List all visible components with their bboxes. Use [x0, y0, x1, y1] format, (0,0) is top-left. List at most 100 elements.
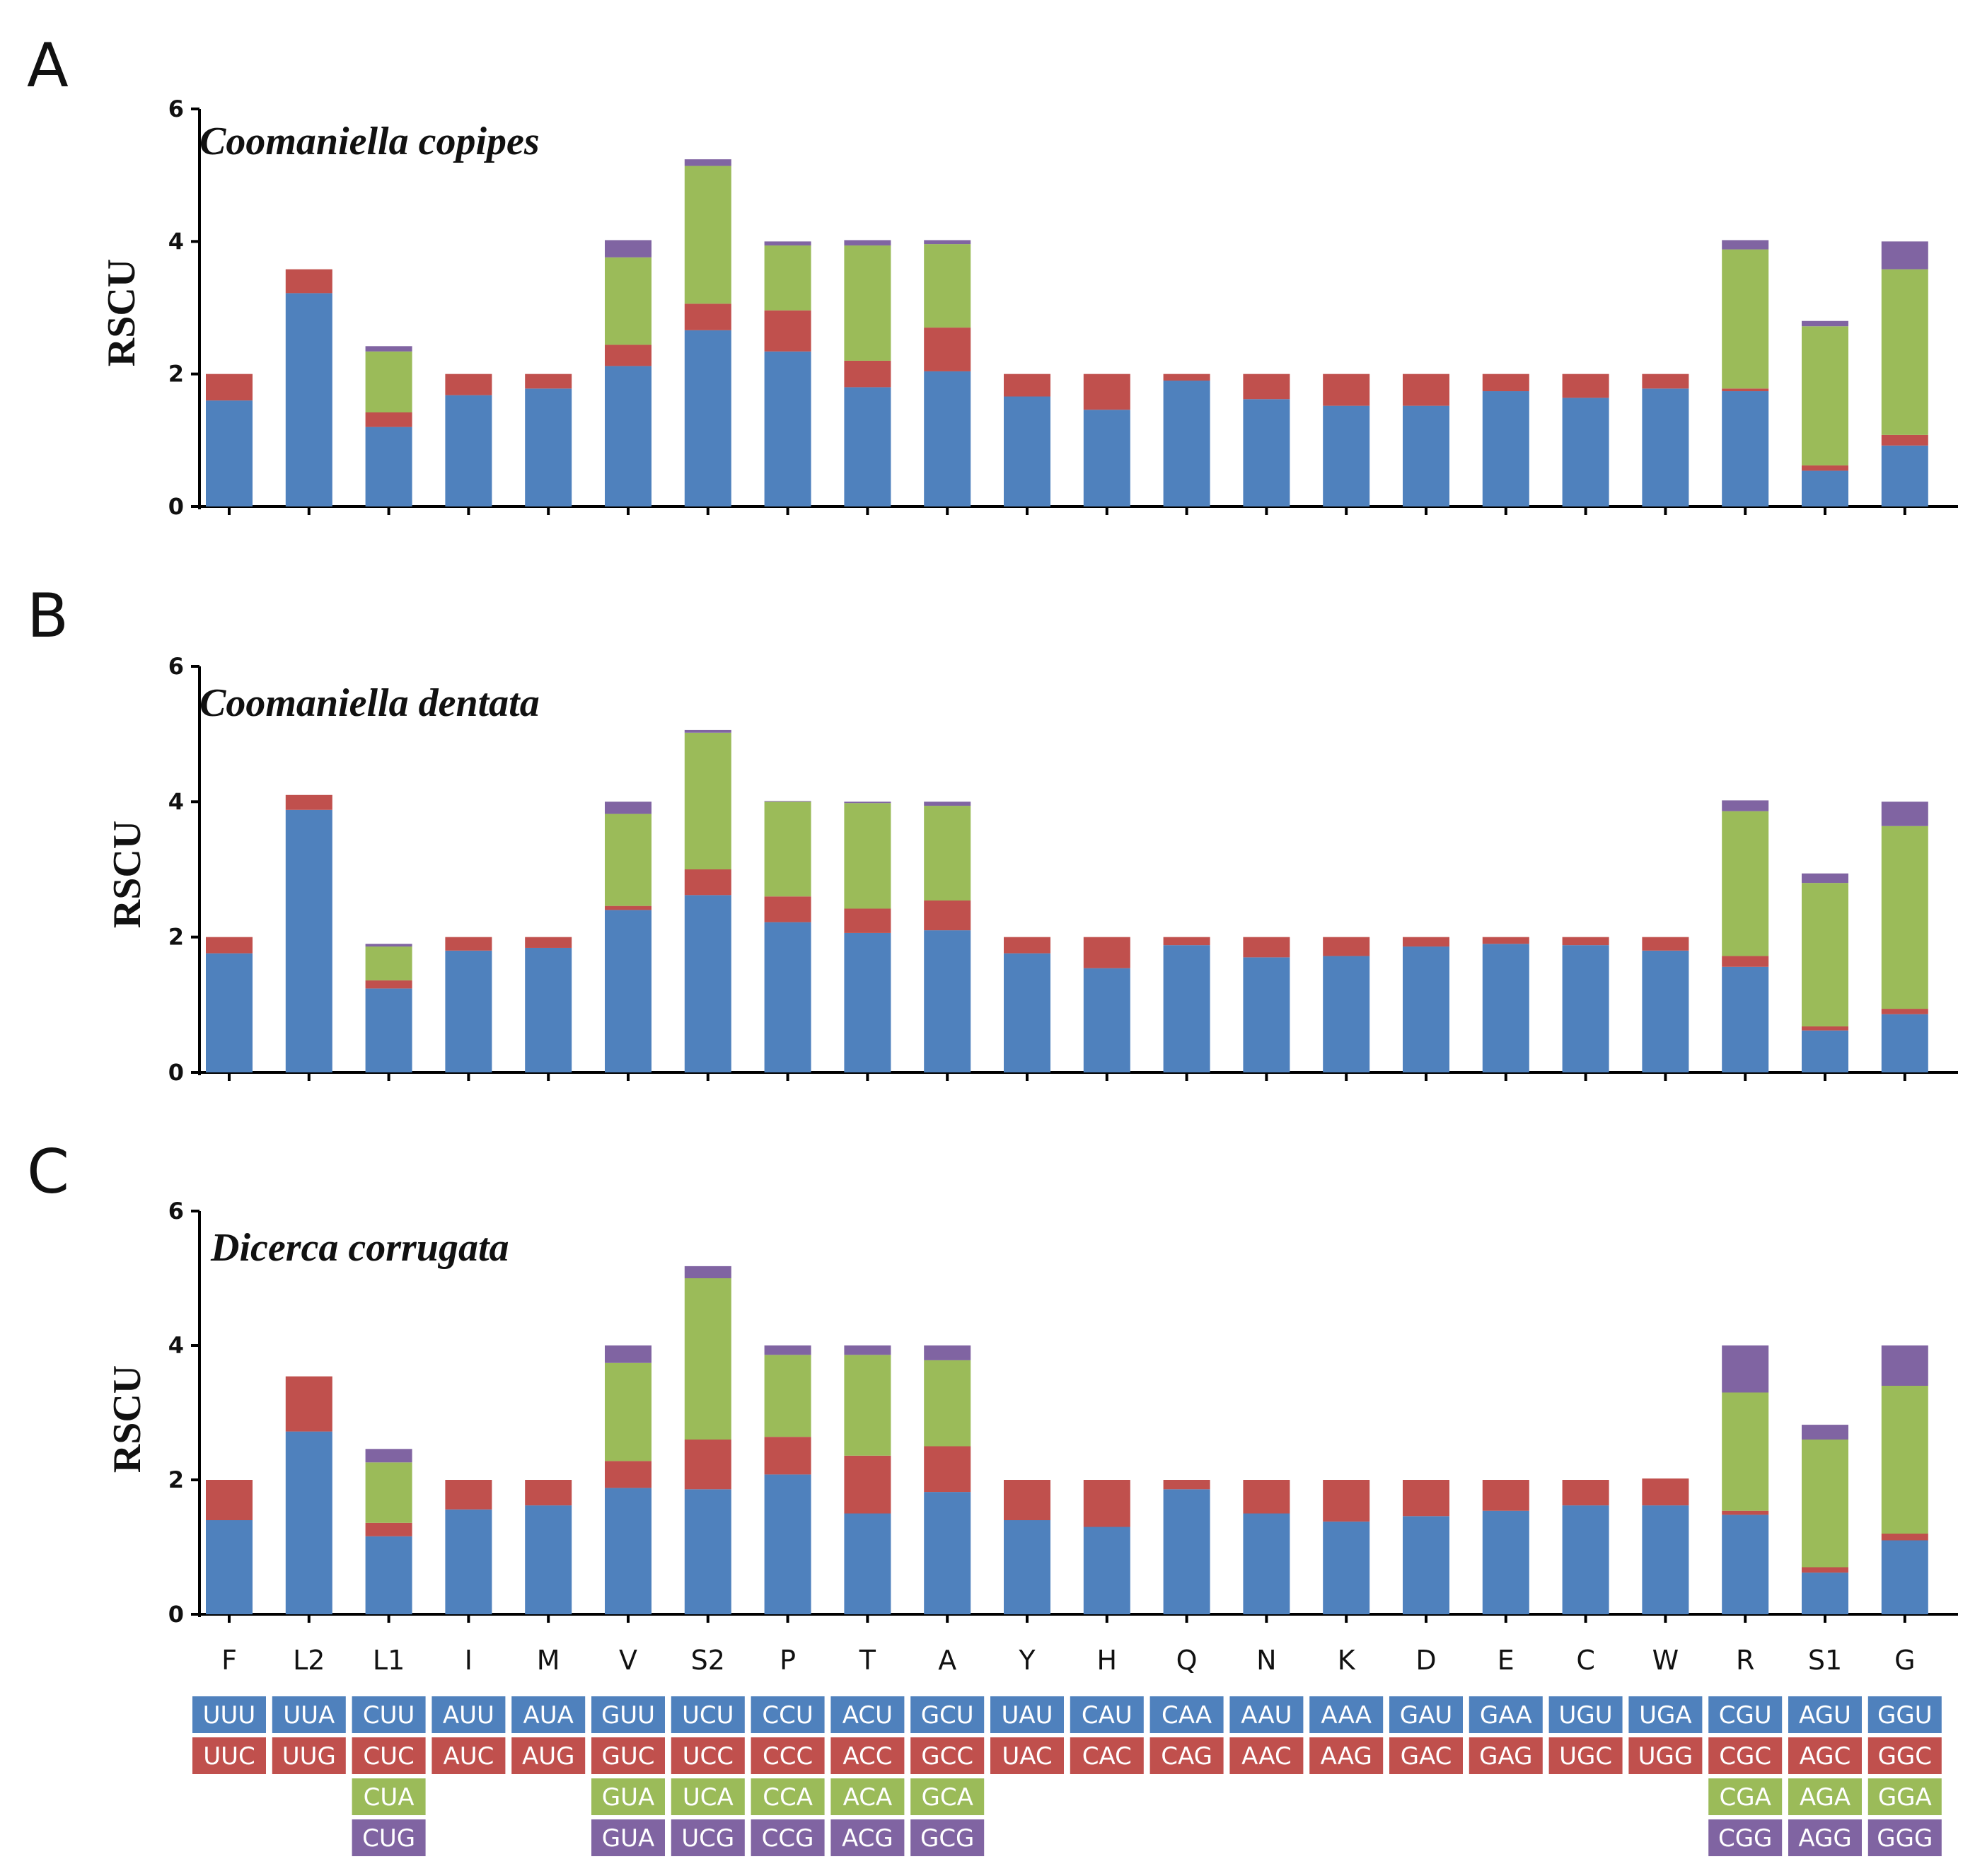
panel-b: B Coomaniella dentata RSCU 0 2 4 6 [27, 581, 1958, 1086]
codon-cell [272, 1737, 346, 1774]
codon-box: GAG [1469, 1737, 1543, 1774]
codon-label: GUU [601, 1701, 655, 1730]
category-label: S2 [691, 1645, 725, 1676]
bar-segment-s2-4 [684, 159, 731, 166]
bar-segment-i-1 [445, 1509, 492, 1614]
bar-segment-a-2 [924, 328, 971, 371]
codon-cell [910, 1696, 985, 1733]
bar-segment-n-2 [1243, 937, 1290, 958]
codon-cell [1708, 1778, 1783, 1815]
bar-segment-s1-1 [1802, 1573, 1848, 1614]
bar-segment-p-1 [764, 922, 811, 1072]
bar-segment-y-1 [1004, 1520, 1050, 1614]
bar-segment-e-1 [1482, 1510, 1529, 1614]
bar-segment-m-1 [525, 388, 572, 506]
bar-segment-p-2 [764, 1437, 811, 1475]
codon-box: UGU [1548, 1696, 1623, 1733]
codon-label: CAU [1082, 1701, 1133, 1730]
bar-segment-w-2 [1642, 1478, 1689, 1506]
bar-segment-y-1 [1004, 396, 1050, 506]
codon-box: CGC [1708, 1737, 1783, 1774]
bar-segment-l1-1 [365, 1536, 412, 1614]
bar-segment-g-3 [1881, 269, 1928, 435]
bar-segment-g-4 [1881, 801, 1928, 826]
bar-segment-d-2 [1403, 937, 1449, 947]
codon-box: UCA [671, 1778, 745, 1815]
bar-segment-y-2 [1004, 374, 1050, 397]
codon-label: AAU [1241, 1701, 1292, 1730]
bar-segment-d-1 [1403, 1516, 1449, 1614]
bar-segment-c-1 [1562, 398, 1609, 506]
codon-cell [1229, 1737, 1304, 1774]
codon-label: UUU [203, 1701, 256, 1730]
bar-segment-v-3 [605, 1362, 651, 1461]
bar-segment-s2-1 [684, 895, 731, 1072]
codon-box: AAU [1229, 1696, 1304, 1733]
codon-label: UGC [1559, 1742, 1612, 1771]
codon-box: UGA [1628, 1696, 1703, 1733]
codon-box: UAC [990, 1737, 1064, 1774]
bar-segment-h-2 [1083, 374, 1130, 410]
codon-label: CGC [1719, 1742, 1771, 1771]
bar-segment-q-1 [1163, 1489, 1210, 1614]
codon-cell [1628, 1696, 1703, 1733]
codon-label: CUG [362, 1824, 415, 1853]
codon-label: AGA [1800, 1783, 1851, 1812]
bar-segment-s1-3 [1802, 326, 1848, 465]
bar-segment-s2-3 [684, 166, 731, 304]
codon-box: AGA [1788, 1778, 1862, 1815]
bar-segment-r-1 [1722, 391, 1769, 506]
panel-title: Coomaniella copipes [199, 120, 540, 163]
category-label: H [1097, 1645, 1118, 1676]
bar-segment-l1-2 [365, 412, 412, 427]
codon-box: UAU [990, 1696, 1064, 1733]
codon-box: CCG [751, 1819, 825, 1856]
bar-segment-r-4 [1722, 240, 1769, 250]
codon-cell [1788, 1778, 1862, 1815]
codon-box: CUG [352, 1819, 426, 1856]
codon-box: GUA [591, 1778, 665, 1815]
category-label: P [780, 1645, 796, 1676]
bar-segment-f-1 [206, 953, 253, 1072]
bar-segment-h-1 [1083, 1527, 1130, 1614]
bar-segment-r-3 [1722, 811, 1769, 956]
bar-segment-r-2 [1722, 388, 1769, 392]
bar-segment-l2-1 [285, 1431, 332, 1614]
bar-segment-k-1 [1323, 956, 1370, 1072]
bar-segment-l1-1 [365, 988, 412, 1072]
codon-cell [671, 1737, 745, 1774]
codon-cell [910, 1819, 985, 1856]
bar-segment-a-1 [924, 371, 971, 506]
y-axis-label: RSCU [105, 1365, 149, 1473]
codon-label: AAA [1321, 1701, 1372, 1730]
codon-box: GCC [910, 1737, 985, 1774]
bar-segment-l2-2 [285, 1376, 332, 1432]
bar-segment-q-2 [1163, 1480, 1210, 1490]
bar-segment-f-1 [206, 1520, 253, 1614]
codon-label: ACA [843, 1783, 893, 1812]
codon-cell [511, 1737, 586, 1774]
bar-segment-a-1 [924, 1492, 971, 1614]
bar-segment-v-1 [605, 910, 651, 1072]
bar-segment-r-3 [1722, 1392, 1769, 1511]
bar-segment-n-2 [1243, 374, 1290, 400]
codon-cell [1229, 1696, 1304, 1733]
category-label: Y [1018, 1645, 1036, 1676]
codon-label: UUC [203, 1742, 255, 1771]
bar-segment-l2-1 [285, 293, 332, 506]
y-tick-label: 0 [168, 1059, 184, 1086]
codon-box: AUC [432, 1737, 506, 1774]
codon-cell [352, 1696, 426, 1733]
codon-cell [591, 1819, 665, 1856]
codon-cell [1149, 1696, 1224, 1733]
bar-segment-d-1 [1403, 405, 1449, 506]
bar-segment-m-1 [525, 947, 572, 1072]
bar-segment-i-1 [445, 950, 492, 1072]
y-tick-label: 4 [168, 1332, 184, 1359]
bar-segment-t-1 [844, 932, 891, 1072]
category-label: I [465, 1645, 473, 1676]
codon-box: GUU [591, 1696, 665, 1733]
bar-segment-l1-4 [365, 346, 412, 352]
codon-box: UCC [671, 1737, 745, 1774]
codon-box: GUC [591, 1737, 665, 1774]
